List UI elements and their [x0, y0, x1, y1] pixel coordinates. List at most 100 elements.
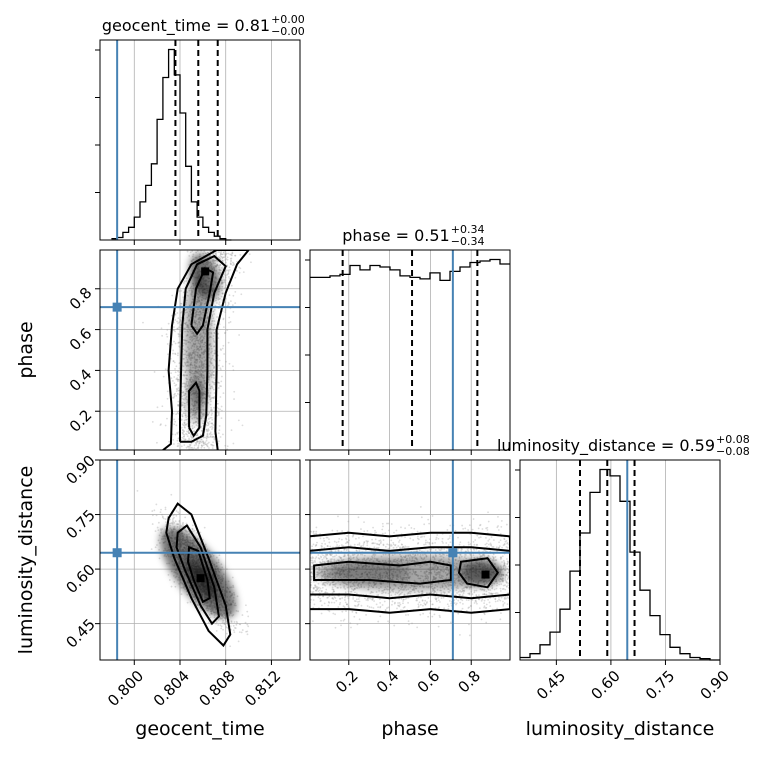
sample-point [210, 400, 212, 403]
sample-point [195, 451, 197, 453]
sample-point [156, 441, 158, 444]
sample-point [196, 422, 199, 425]
sample-point [177, 352, 179, 355]
sample-point [206, 442, 209, 445]
sample-point [178, 362, 181, 365]
sample-point [180, 289, 183, 292]
sample-point [157, 539, 160, 542]
sample-point [185, 433, 187, 435]
sample-point [199, 440, 202, 443]
sample-point [191, 250, 194, 252]
sample-point [168, 522, 171, 525]
sample-point [157, 521, 160, 524]
sample-point [154, 530, 157, 533]
sample-point [173, 525, 176, 528]
sample-point [329, 545, 332, 548]
sample-point [223, 279, 226, 282]
sample-point [189, 444, 192, 447]
sample-point [156, 544, 158, 546]
contour-0 [161, 250, 250, 450]
sample-point [213, 259, 216, 262]
sample-point [173, 513, 176, 516]
sample-point [185, 382, 187, 385]
sample-point [238, 266, 241, 269]
sample-point [226, 445, 229, 448]
sample-point [231, 261, 234, 264]
sample-point [239, 253, 242, 256]
sample-point [209, 387, 212, 390]
sample-point [151, 421, 154, 423]
sample-point [343, 549, 346, 551]
sample-point [235, 609, 238, 612]
sample-point [181, 382, 184, 385]
sample-point [217, 414, 220, 417]
sample-point [205, 252, 208, 255]
sample-point [358, 618, 361, 621]
sample-point [220, 563, 223, 566]
sample-point [189, 454, 191, 456]
sample-point [435, 536, 438, 539]
sample-point [196, 447, 199, 449]
sample-point [468, 592, 471, 595]
sample-point [184, 371, 187, 374]
sample-point [483, 593, 486, 596]
sample-point [212, 329, 215, 331]
sample-point [210, 416, 213, 419]
sample-point [219, 396, 222, 398]
sample-point [187, 431, 190, 434]
density-peak [196, 574, 205, 583]
sample-point [419, 613, 422, 616]
sample-point [345, 538, 348, 541]
sample-point [183, 382, 186, 385]
sample-point [236, 622, 239, 625]
sample-point [183, 406, 185, 409]
sample-point [235, 620, 238, 623]
sample-point [488, 538, 491, 541]
sample-point [215, 630, 218, 632]
sample-point [183, 394, 186, 397]
sample-point [156, 526, 159, 529]
sample-point [171, 396, 174, 399]
sample-point [227, 273, 230, 275]
sample-point [158, 542, 161, 544]
sample-point [170, 585, 173, 588]
sample-point [164, 506, 167, 509]
sample-point [204, 443, 206, 445]
sample-point [215, 297, 218, 300]
sample-point [443, 548, 446, 550]
sample-point [181, 391, 184, 394]
sample-point [182, 430, 185, 433]
sample-point [322, 595, 325, 598]
sample-point [213, 438, 216, 441]
sample-point [177, 400, 180, 403]
sample-point [234, 254, 237, 257]
sample-point [177, 378, 180, 381]
sample-point [483, 599, 486, 602]
sample-point [182, 353, 185, 356]
sample-point [473, 543, 476, 546]
sample-point [372, 542, 374, 544]
sample-point [319, 561, 321, 563]
sample-point [343, 599, 346, 601]
sample-point [205, 430, 208, 433]
sample-point [180, 593, 183, 596]
sample-point [468, 634, 471, 637]
sample-point [228, 362, 231, 365]
sample-point [218, 554, 221, 557]
sample-point [183, 421, 186, 424]
sample-point [221, 259, 224, 262]
sample-point [174, 353, 177, 356]
sample-point [217, 412, 220, 415]
sample-point [228, 266, 231, 269]
sample-point [221, 260, 224, 263]
sample-point [472, 554, 475, 557]
sample-point [224, 253, 226, 255]
sample-point [178, 378, 181, 381]
sample-point [174, 371, 177, 374]
sample-point [229, 625, 232, 628]
sample-point [335, 599, 338, 602]
sample-point [211, 447, 214, 450]
sample-point [194, 441, 197, 444]
sample-point [186, 445, 189, 448]
sample-point [180, 525, 183, 527]
